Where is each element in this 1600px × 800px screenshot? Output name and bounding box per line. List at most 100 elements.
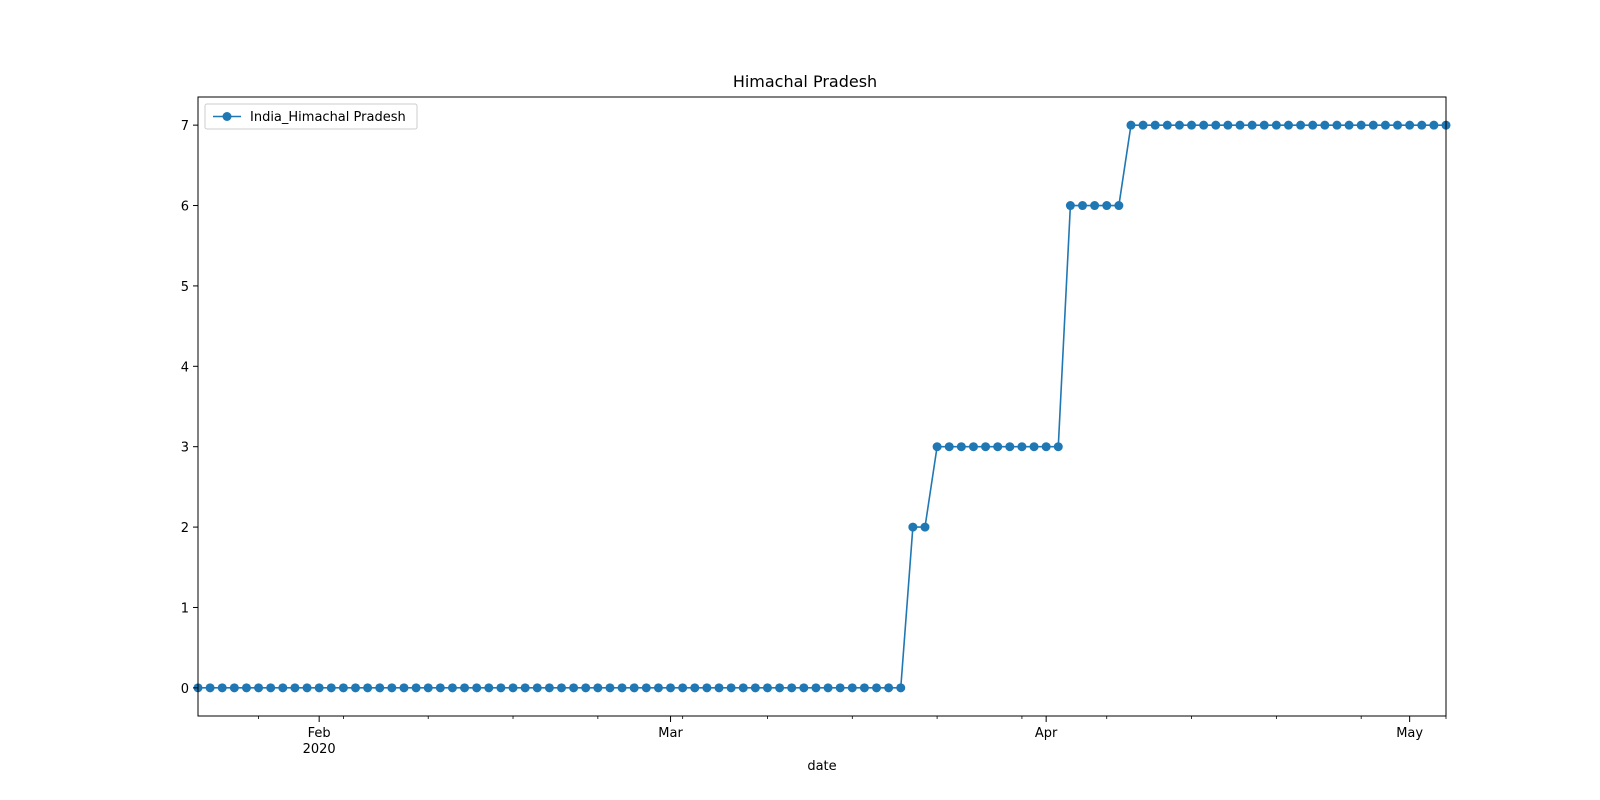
data-point	[1429, 120, 1439, 130]
data-point	[1102, 201, 1112, 211]
data-point	[605, 683, 615, 693]
data-point	[1380, 120, 1390, 130]
data-point	[435, 683, 445, 693]
plot-area	[193, 120, 1451, 693]
data-point	[278, 683, 288, 693]
data-point	[326, 683, 336, 693]
data-point	[956, 442, 966, 452]
data-point	[1005, 442, 1015, 452]
data-point	[920, 522, 930, 532]
data-point	[1211, 120, 1221, 130]
data-point	[593, 683, 603, 693]
legend-box	[204, 103, 418, 130]
data-point	[1296, 120, 1306, 130]
data-point	[1199, 120, 1209, 130]
data-point	[363, 683, 373, 693]
data-point	[1223, 120, 1233, 130]
data-point	[496, 683, 506, 693]
data-point	[1090, 201, 1100, 211]
data-point	[1332, 120, 1342, 130]
data-point	[484, 683, 494, 693]
data-point	[1393, 120, 1403, 130]
data-point	[1247, 120, 1257, 130]
data-point	[520, 683, 530, 693]
data-point	[653, 683, 663, 693]
data-point	[351, 683, 361, 693]
data-point	[799, 683, 809, 693]
data-point	[254, 683, 264, 693]
data-point	[447, 683, 457, 693]
data-point	[205, 683, 215, 693]
data-point	[762, 683, 772, 693]
data-point	[508, 683, 518, 693]
x-tick-sublabel: 2020	[303, 742, 336, 757]
data-point	[847, 683, 857, 693]
data-point	[387, 683, 397, 693]
data-point	[1368, 120, 1378, 130]
data-point	[581, 683, 591, 693]
y-tick-label: 4	[181, 360, 189, 375]
data-point	[872, 683, 882, 693]
data-point	[411, 683, 421, 693]
data-point	[217, 683, 227, 693]
data-point	[569, 683, 579, 693]
legend: India_Himachal Pradesh	[204, 103, 418, 130]
y-tick-label: 0	[181, 682, 189, 697]
data-point	[544, 683, 554, 693]
data-point	[1114, 201, 1124, 211]
data-point	[835, 683, 845, 693]
plot-frame	[197, 96, 1447, 717]
data-point	[787, 683, 797, 693]
data-point	[1078, 201, 1087, 211]
data-point	[1187, 120, 1197, 130]
data-point	[811, 683, 821, 693]
data-point	[1017, 442, 1027, 452]
y-tick-label: 6	[181, 200, 189, 215]
y-tick-label: 5	[181, 280, 189, 295]
x-tick-label: Mar	[658, 726, 683, 741]
y-tick-label: 7	[181, 119, 189, 134]
data-point	[1126, 120, 1136, 130]
data-point	[375, 683, 385, 693]
data-point	[290, 683, 300, 693]
legend-marker-swatch	[222, 112, 232, 121]
data-point	[338, 683, 348, 693]
data-point	[1138, 120, 1148, 130]
data-point	[1320, 120, 1330, 130]
y-tick-label: 2	[181, 521, 189, 536]
data-point	[241, 683, 251, 693]
data-point	[641, 683, 651, 693]
data-point	[629, 683, 639, 693]
data-point	[1150, 120, 1160, 130]
data-point	[266, 683, 276, 693]
x-tick-label: Feb	[308, 726, 331, 741]
x-axis-label: date	[807, 759, 836, 774]
data-point	[617, 683, 627, 693]
data-point	[968, 442, 978, 452]
data-point	[1405, 120, 1415, 130]
chart-title: Himachal Pradesh	[733, 72, 877, 91]
x-tick-label: Apr	[1035, 726, 1058, 741]
data-point	[1174, 120, 1184, 130]
data-point	[750, 683, 760, 693]
data-point	[775, 683, 785, 693]
data-point	[557, 683, 566, 693]
data-point	[1029, 442, 1039, 452]
data-point	[714, 683, 724, 693]
data-point	[532, 683, 542, 693]
x-tick-label: May	[1396, 726, 1423, 741]
data-point	[932, 442, 942, 452]
data-point	[981, 442, 991, 452]
data-point	[884, 683, 894, 693]
data-point	[399, 683, 409, 693]
data-point	[314, 683, 324, 693]
y-tick-label: 1	[181, 601, 189, 616]
data-point	[1308, 120, 1318, 130]
data-point	[1235, 120, 1245, 130]
data-point	[738, 683, 748, 693]
data-point	[896, 683, 906, 693]
data-point	[472, 683, 482, 693]
